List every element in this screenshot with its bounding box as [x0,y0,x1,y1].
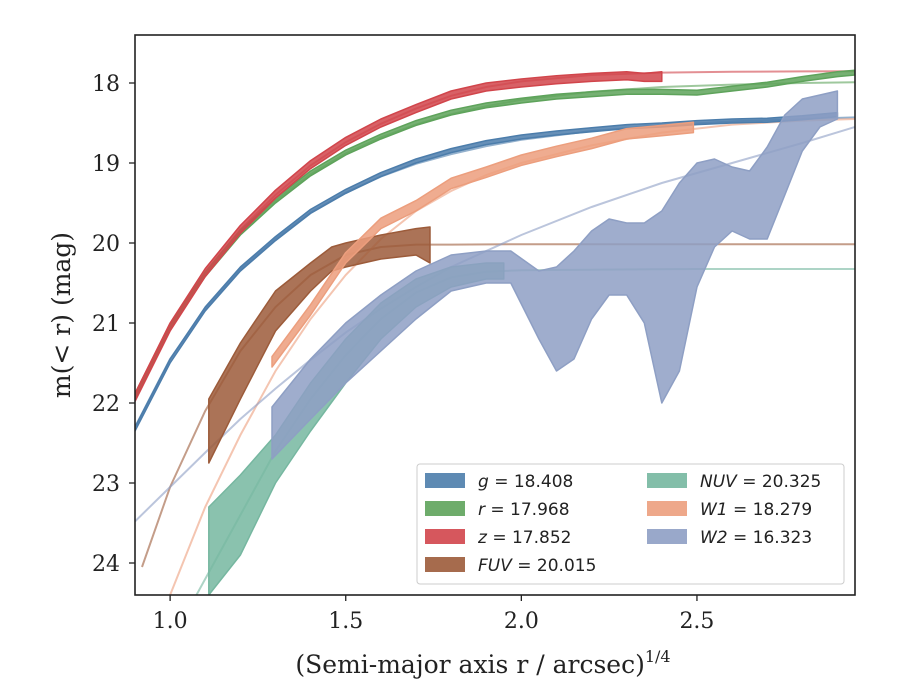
legend-label-w2: W2 = 16.323 [700,528,812,548]
legend-label-z: z = 17.852 [477,528,571,548]
legend-label-w1: W1 = 18.279 [700,500,812,520]
legend-label-r: r = 17.968 [478,500,570,520]
x-axis-title: (Semi-major axis r / arcsec)1/4 [295,647,670,679]
x-tick-label: 1.5 [328,609,363,634]
y-axis-title: m(< r) (mag) [47,232,76,398]
legend-swatch-fuv [425,557,465,572]
x-axis-title-power: 1/4 [645,647,671,666]
legend-swatch-r [425,501,465,516]
legend: g = 18.408 r = 17.968 z = 17.852 FUV = 20.0… [416,463,845,585]
y-axis-ticks: 18 19 20 21 22 23 24 [92,72,135,577]
band-z [135,71,663,403]
y-tick-label: 18 [92,72,120,97]
y-tick-label: 23 [92,472,120,497]
legend-swatch-w2 [647,529,687,544]
band-fuv [208,226,431,464]
legend-swatch-g [425,473,465,488]
x-tick-label: 2.5 [679,609,714,634]
y-tick-label: 19 [92,152,120,177]
legend-label-g: g = 18.408 [478,472,573,492]
data-bands [135,69,855,595]
band-w1 [271,121,695,368]
legend-swatch-nuv [647,473,687,488]
plot-frame [134,34,856,596]
legend-swatch-w1 [647,501,687,516]
legend-label-nuv: NUV = 20.325 [700,472,821,492]
x-axis-title-text: (Semi-major axis r / arcsec) [295,650,644,679]
x-axis-ticks: 1.0 1.5 2.0 2.5 [153,595,714,634]
band-w2 [271,90,839,460]
legend-swatch-z [425,529,465,544]
band-r [135,69,855,400]
y-tick-label: 24 [92,552,120,577]
y-tick-label: 22 [92,392,120,417]
x-tick-label: 1.0 [153,609,188,634]
y-tick-label: 21 [92,312,120,337]
legend-label-fuv: FUV = 20.015 [478,556,596,576]
y-tick-label: 20 [92,232,120,257]
x-tick-label: 2.0 [504,609,539,634]
legend-frame [416,463,845,585]
